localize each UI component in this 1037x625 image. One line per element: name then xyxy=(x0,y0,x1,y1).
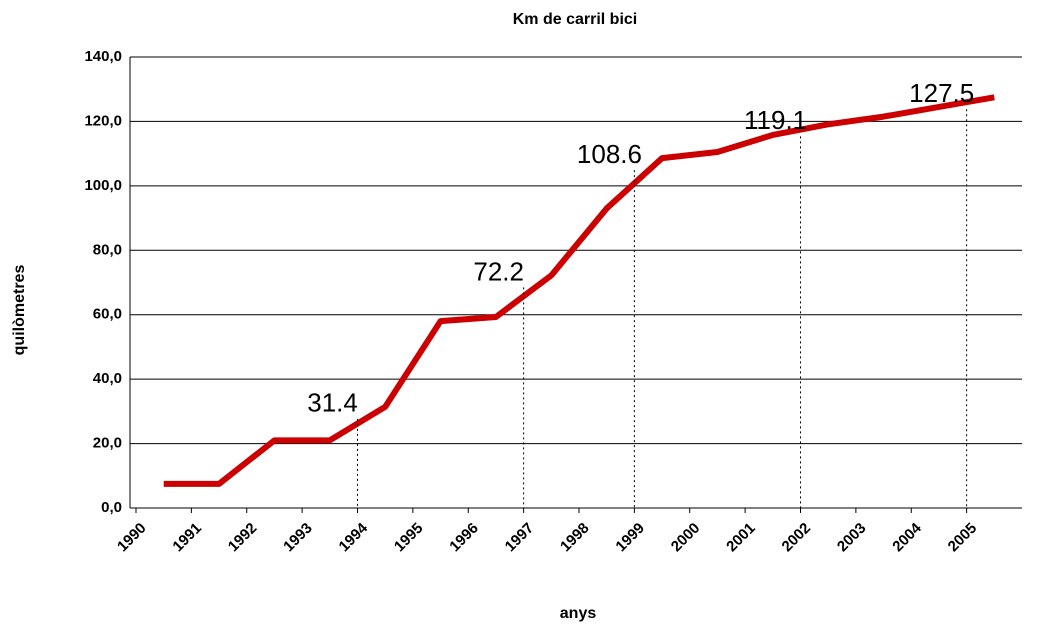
x-tick-label: 1996 xyxy=(446,520,482,556)
y-tick-label: 60,0 xyxy=(93,306,122,323)
line xyxy=(163,94,995,487)
y-axis-label: quilòmetres xyxy=(11,265,28,356)
x-tick-label: 2001 xyxy=(723,520,759,556)
x-axis-label: anys xyxy=(560,605,597,622)
value-label: 119.1 xyxy=(744,105,807,135)
chart-title: Km de carril bici xyxy=(513,11,638,28)
x-tick-label: 2005 xyxy=(945,520,981,556)
y-tick-label: 40,0 xyxy=(93,370,122,387)
value-label: 31.4 xyxy=(307,388,358,418)
y-tick-label: 0,0 xyxy=(101,499,122,516)
x-tick-label: 1991 xyxy=(169,520,205,556)
x-tick-label: 2003 xyxy=(834,520,870,556)
value-label: 127.5 xyxy=(909,78,974,108)
x-tick-label: 1995 xyxy=(391,520,427,556)
x-tick-label: 1997 xyxy=(502,520,538,556)
value-label: 108.6 xyxy=(577,139,642,169)
x-tick-label: 2004 xyxy=(889,519,925,555)
x-tick-label: 1992 xyxy=(225,520,261,556)
x-tick-label: 1994 xyxy=(336,519,372,555)
y-tick-label: 140,0 xyxy=(84,48,122,65)
y-tick-label: 120,0 xyxy=(84,112,122,129)
x-tick-label: 2000 xyxy=(668,520,704,556)
x-tick-label: 1998 xyxy=(557,520,593,556)
x-tick-label: 1999 xyxy=(612,520,648,556)
y-tick-label: 20,0 xyxy=(93,435,122,452)
x-tick-label: 1990 xyxy=(114,520,150,556)
x-tick-label: 2002 xyxy=(779,520,815,556)
y-tick-label: 80,0 xyxy=(93,241,122,258)
x-tick-label: 1993 xyxy=(280,520,316,556)
y-tick-label: 100,0 xyxy=(84,177,122,194)
value-label: 72.2 xyxy=(473,256,524,286)
